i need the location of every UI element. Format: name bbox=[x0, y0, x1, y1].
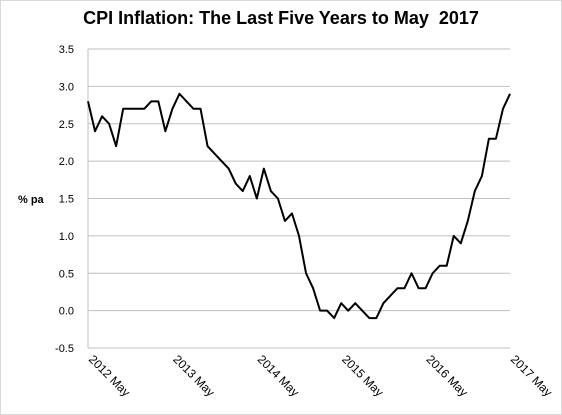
x-tick-label: 2015 May bbox=[339, 352, 386, 399]
y-tick-label: 3.0 bbox=[59, 81, 74, 93]
y-tick-label: -0.5 bbox=[55, 343, 74, 355]
x-tick-label: 2017 May bbox=[508, 352, 555, 399]
y-tick-label: 0.0 bbox=[59, 306, 74, 318]
chart-title: CPI Inflation: The Last Five Years to Ma… bbox=[83, 8, 479, 28]
x-tick-label: 2016 May bbox=[423, 352, 470, 399]
series-line-cpi bbox=[87, 92, 511, 320]
x-tick-label: 2012 May bbox=[86, 352, 133, 399]
x-tick-label: 2013 May bbox=[170, 352, 217, 399]
y-axis-label: % pa bbox=[18, 194, 45, 206]
y-tick-labels: 3.5 3.0 2.5 2.0 1.5 1.0 0.5 0.0 -0.5 bbox=[55, 44, 74, 355]
y-tick-label: 2.5 bbox=[59, 119, 74, 131]
y-tick-label: 3.5 bbox=[59, 44, 74, 56]
series-layer bbox=[87, 92, 511, 320]
y-tick-label: 0.5 bbox=[59, 268, 74, 280]
grid-layer bbox=[88, 48, 510, 349]
y-tick-label: 2.0 bbox=[59, 156, 74, 168]
x-tick-labels: 2012 May 2013 May 2014 May 2015 May 2016 May… bbox=[86, 352, 555, 399]
y-tick-label: 1.5 bbox=[59, 194, 74, 206]
y-tick-label: 1.0 bbox=[59, 231, 74, 243]
x-tick-label: 2014 May bbox=[255, 352, 302, 399]
